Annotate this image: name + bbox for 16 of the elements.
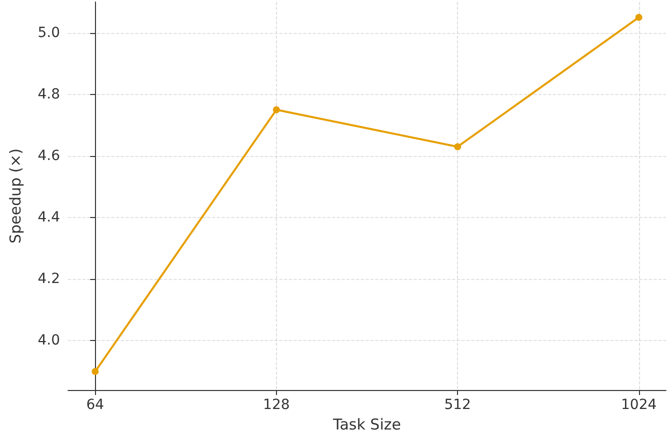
y-tick-label: 4.0 xyxy=(38,332,60,349)
y-tick-label: 4.2 xyxy=(38,271,60,288)
x-tick-label: 64 xyxy=(86,397,104,413)
x-axis-title: Task Size xyxy=(332,415,401,434)
y-tick-label: 4.6 xyxy=(38,148,60,164)
point xyxy=(454,143,462,150)
y-tick-label: 4.8 xyxy=(38,86,60,102)
point xyxy=(635,14,642,21)
y-axis-title: Speedup (×) xyxy=(6,148,24,244)
point xyxy=(92,368,99,376)
x-tick-label: 1024 xyxy=(621,397,657,413)
y-tick-label: 5.0 xyxy=(38,24,60,41)
x-tick-label: 512 xyxy=(444,397,471,413)
point xyxy=(272,106,280,114)
x-tick-label: 128 xyxy=(263,397,290,413)
y-tick-label: 4.4 xyxy=(38,210,60,226)
